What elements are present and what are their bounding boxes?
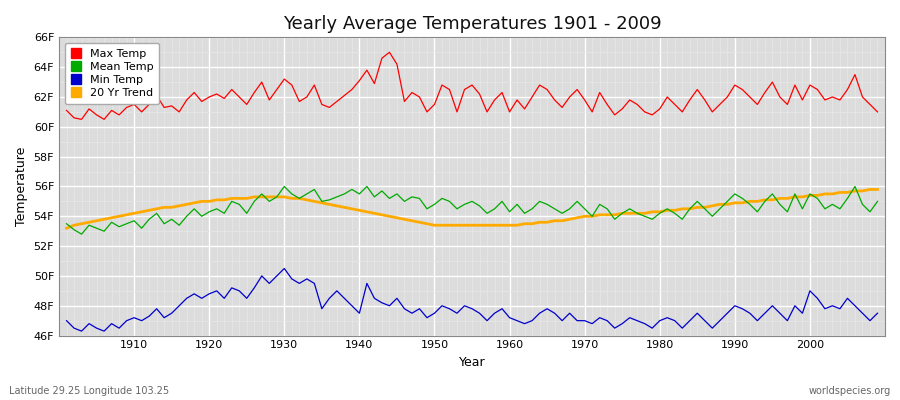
Text: worldspecies.org: worldspecies.org (809, 386, 891, 396)
X-axis label: Year: Year (459, 356, 485, 369)
Title: Yearly Average Temperatures 1901 - 2009: Yearly Average Temperatures 1901 - 2009 (283, 15, 662, 33)
Y-axis label: Temperature: Temperature (15, 147, 28, 226)
Text: Latitude 29.25 Longitude 103.25: Latitude 29.25 Longitude 103.25 (9, 386, 169, 396)
Legend: Max Temp, Mean Temp, Min Temp, 20 Yr Trend: Max Temp, Mean Temp, Min Temp, 20 Yr Tre… (65, 43, 159, 104)
